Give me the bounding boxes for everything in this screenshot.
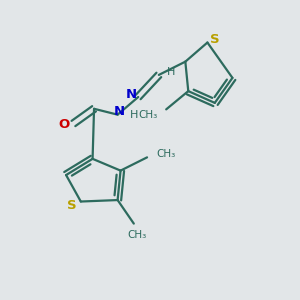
Text: S: S	[210, 33, 220, 46]
Text: H: H	[130, 110, 138, 120]
Text: H: H	[167, 67, 176, 77]
Text: CH₃: CH₃	[138, 110, 158, 120]
Text: S: S	[67, 199, 76, 212]
Text: CH₃: CH₃	[128, 230, 147, 239]
Text: CH₃: CH₃	[156, 149, 175, 159]
Text: N: N	[113, 105, 124, 118]
Text: N: N	[126, 88, 137, 101]
Text: O: O	[59, 118, 70, 131]
